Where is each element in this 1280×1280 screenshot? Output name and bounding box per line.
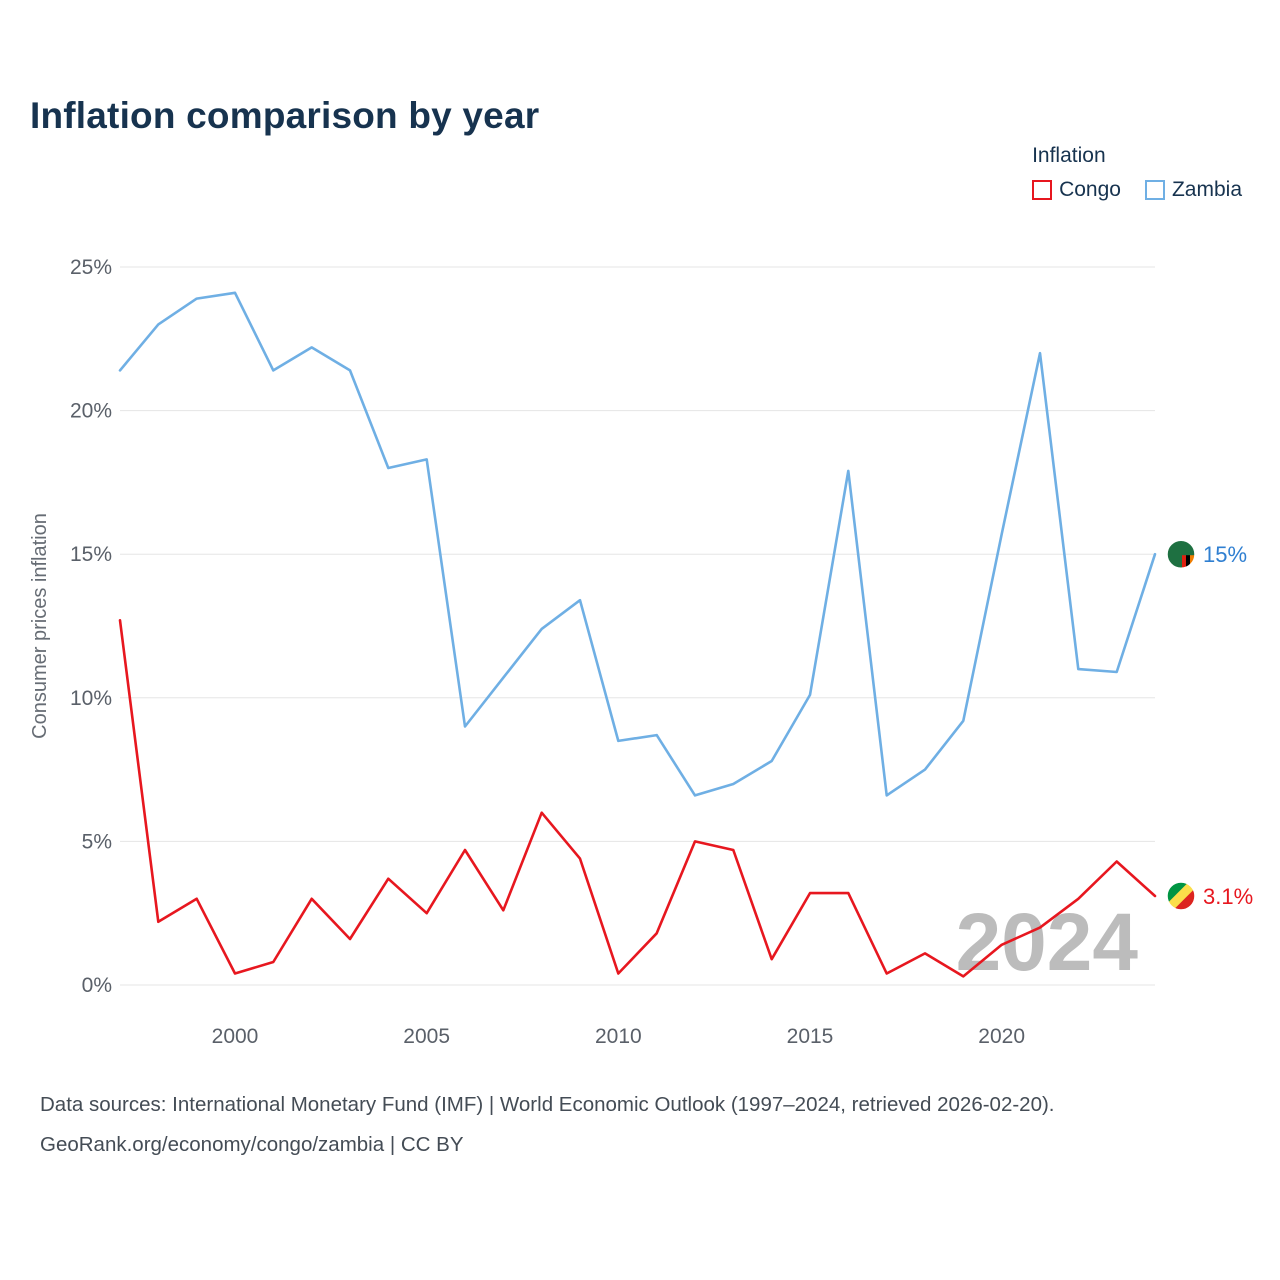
legend-item-zambia[interactable]: Zambia [1144, 178, 1242, 202]
y-tick-label: 10% [70, 687, 112, 710]
legend-rows: Congo Zambia [1032, 178, 1242, 202]
y-tick-label: 0% [82, 974, 112, 997]
x-tick-label: 2015 [787, 1025, 834, 1048]
watermark-year: 2024 [956, 897, 1139, 988]
zambia-swatch-icon [1144, 180, 1165, 200]
legend-label-zambia: Zambia [1171, 178, 1242, 201]
series-line-zambia[interactable] [118, 291, 1157, 797]
x-tick-label: 2000 [212, 1025, 259, 1048]
attribution-text: GeoRank.org/economy/congo/zambia | CC BY [40, 1132, 464, 1156]
end-value-label-zambia: 15% [1203, 542, 1247, 567]
y-tick-label: 25% [70, 256, 112, 279]
congo-swatch-icon [1032, 180, 1053, 200]
y-axis-title: Consumer prices inflation [29, 513, 51, 739]
x-tick-label: 2005 [403, 1025, 450, 1048]
y-tick-label: 5% [82, 830, 112, 853]
page-title: Inflation comparison by year [30, 94, 540, 136]
data-sources-text: Data sources: International Monetary Fun… [40, 1093, 1055, 1116]
end-marker-congo: 3.1% [1166, 881, 1253, 911]
end-marker-zambia: 15% [1166, 539, 1247, 569]
y-tick-label: 15% [70, 543, 112, 566]
legend-title: Inflation [1032, 144, 1106, 167]
congo-flag-icon [1167, 881, 1195, 910]
legend-item-congo[interactable]: Congo [1032, 178, 1121, 202]
end-value-label-congo: 3.1% [1203, 884, 1253, 909]
legend: Inflation Congo Zambia [1032, 144, 1242, 202]
y-tick-label: 20% [70, 400, 112, 423]
x-tick-label: 2010 [595, 1025, 642, 1048]
footer: Data sources: International Monetary Fun… [40, 1090, 1245, 1169]
series-line-congo[interactable] [118, 618, 1157, 978]
x-tick-label: 2020 [978, 1025, 1025, 1048]
legend-label-congo: Congo [1059, 178, 1121, 201]
